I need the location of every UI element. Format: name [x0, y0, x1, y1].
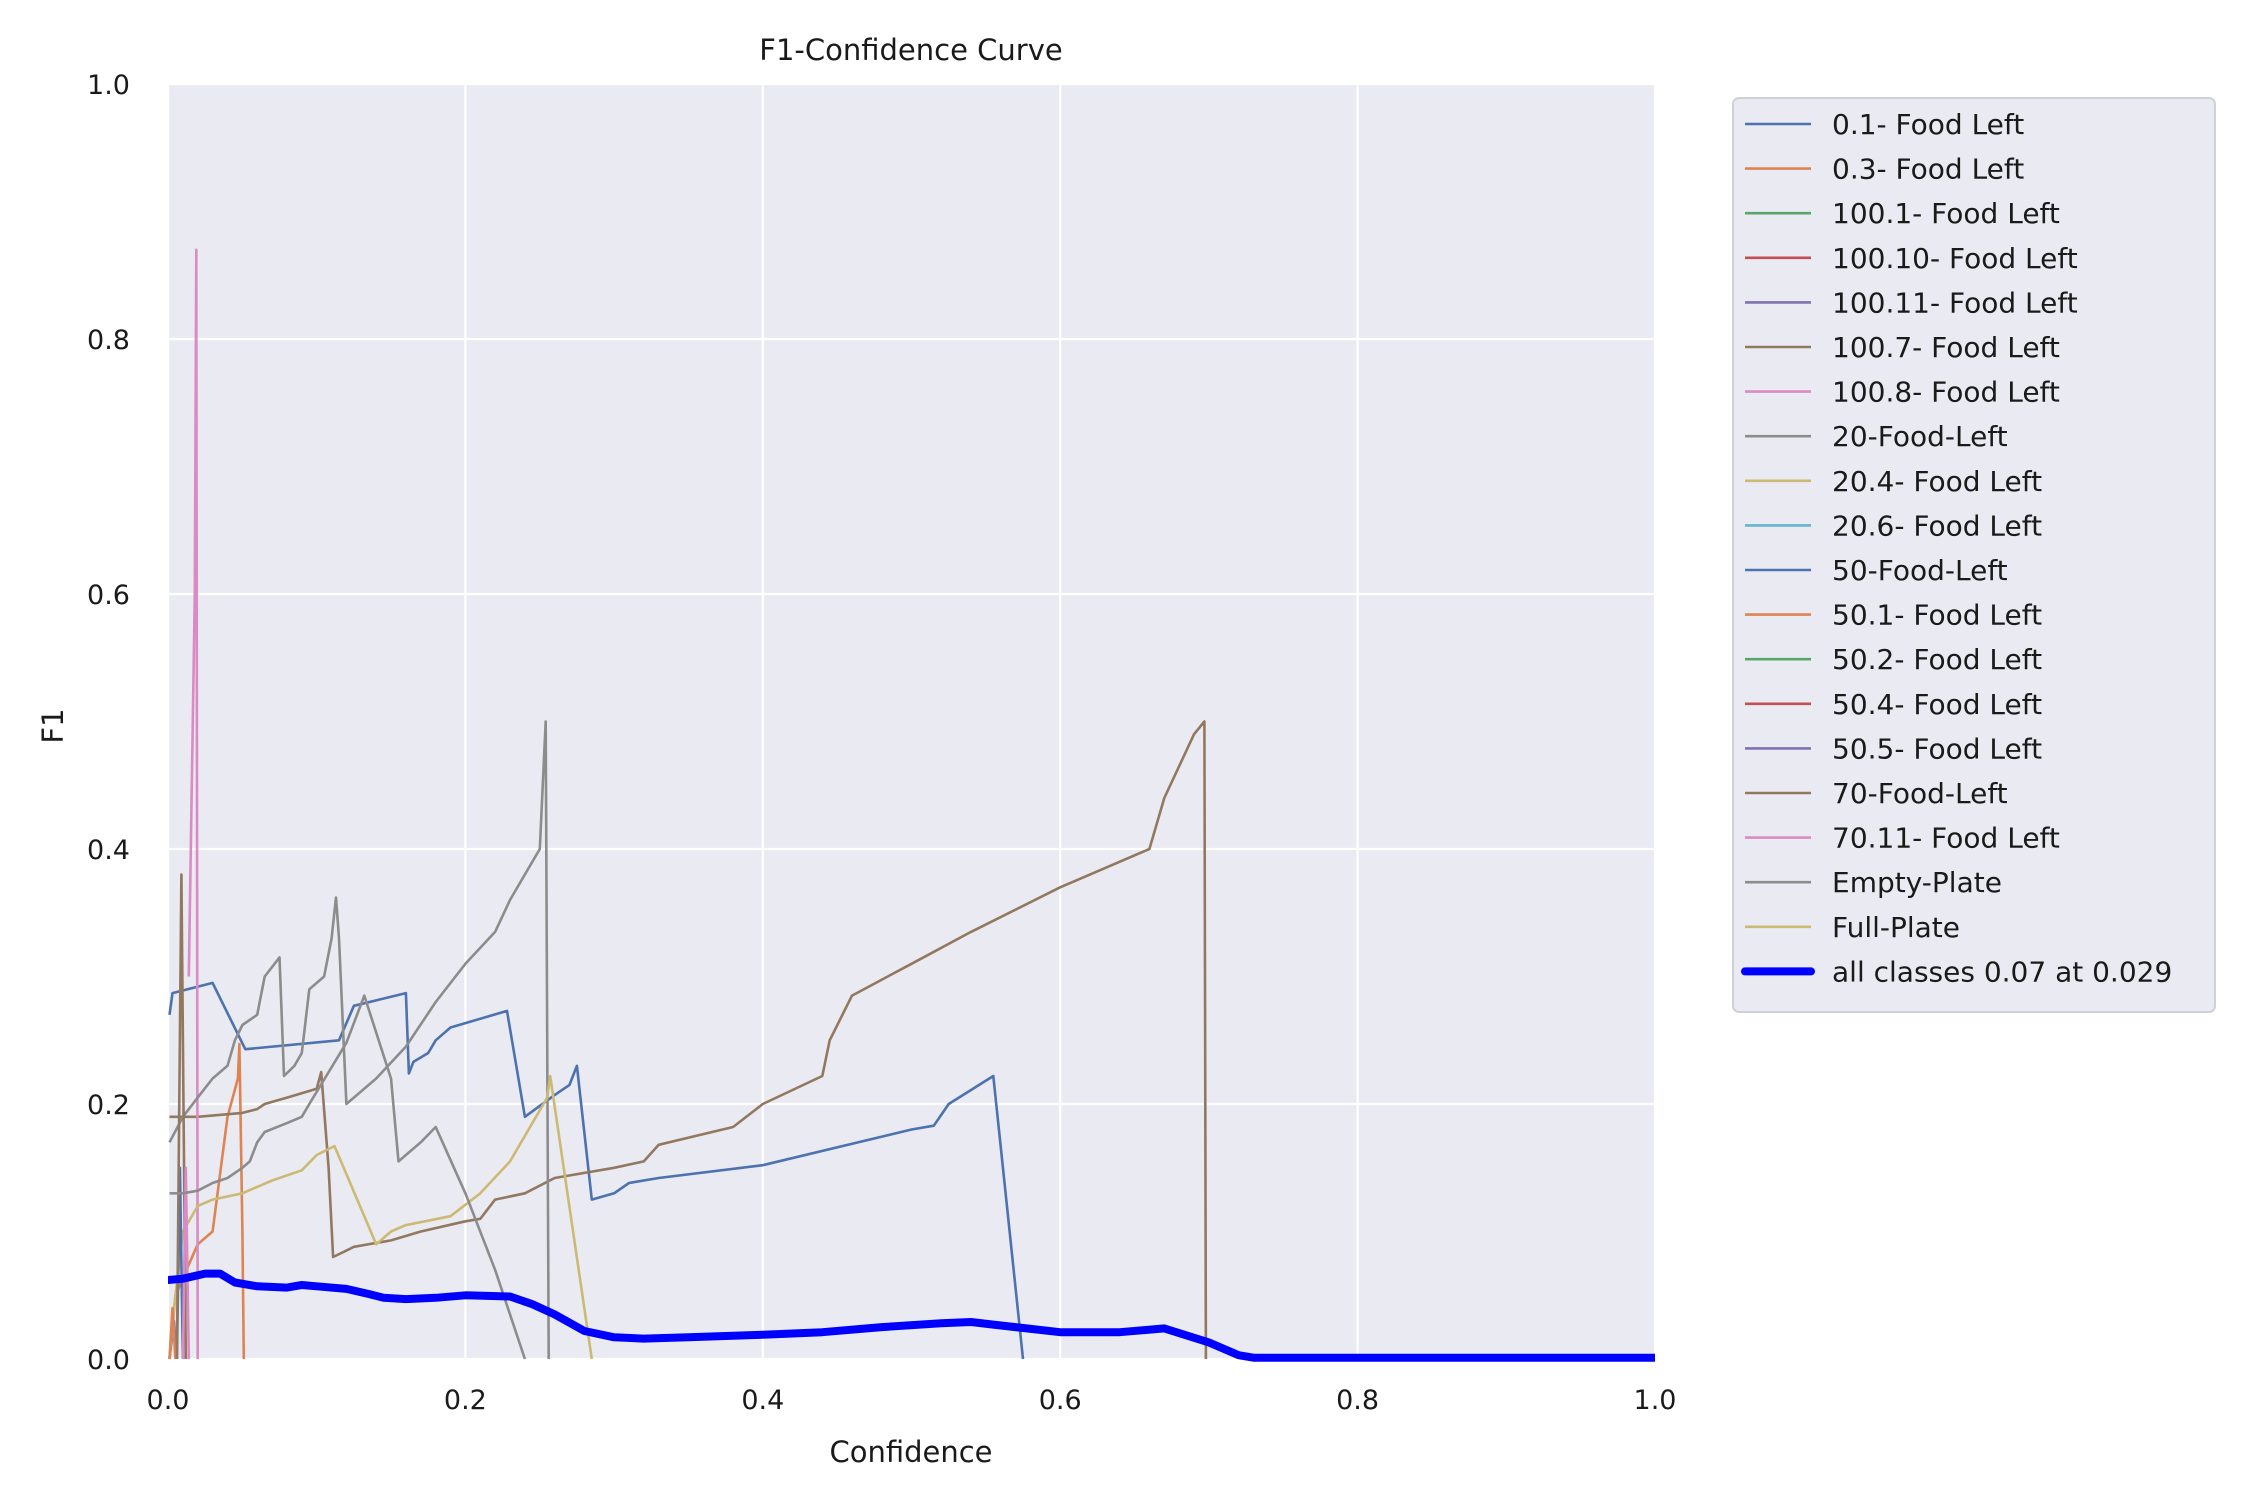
- legend-label: 20.4- Food Left: [1832, 465, 2042, 498]
- y-tick-label: 0.4: [87, 835, 130, 866]
- legend-label: 50-Food-Left: [1832, 554, 2008, 587]
- x-axis-label: Confidence: [829, 1435, 992, 1469]
- legend-label: all classes 0.07 at 0.029: [1832, 955, 2172, 988]
- legend-label: 100.8- Food Left: [1832, 376, 2060, 409]
- y-tick-label: 1.0: [87, 70, 130, 101]
- y-axis-label: F1: [36, 708, 70, 743]
- x-tick-label: 0.8: [1336, 1385, 1379, 1416]
- y-tick-label: 0.2: [87, 1090, 130, 1121]
- legend-label: Empty-Plate: [1832, 866, 2002, 899]
- series-line-7: [168, 720, 550, 1360]
- series-line-5: [169, 720, 1208, 1360]
- y-tick-label: 0.6: [87, 580, 130, 611]
- legend-label: 100.10- Food Left: [1832, 242, 2078, 275]
- series-lines: [168, 248, 1655, 1362]
- plot-area: [168, 84, 1655, 1359]
- legend-label: 0.3- Food Left: [1832, 153, 2024, 186]
- x-tick-label: 0.2: [444, 1385, 487, 1416]
- legend-label: 70-Food-Left: [1832, 777, 2008, 810]
- legend-label: 100.7- Food Left: [1832, 331, 2060, 364]
- legend-label: 50.1- Food Left: [1832, 599, 2042, 632]
- x-tick-label: 0.4: [741, 1385, 784, 1416]
- series-line-8: [168, 1074, 594, 1360]
- legend-box: [1732, 97, 2216, 1013]
- x-tick-label: 1.0: [1634, 1385, 1677, 1416]
- x-tick-label: 0.0: [147, 1385, 190, 1416]
- legend-label: 50.2- Food Left: [1832, 643, 2042, 676]
- legend: 0.1- Food Left 0.3- Food Left 100.1- Food …: [1732, 97, 2216, 1013]
- y-tick-label: 0.8: [87, 325, 130, 356]
- legend-label: 20-Food-Left: [1832, 420, 2008, 453]
- series-line-19: [168, 1269, 1655, 1362]
- x-tick-label: 0.6: [1039, 1385, 1082, 1416]
- legend-label: 70.11- Food Left: [1832, 822, 2060, 855]
- series-line-16: [181, 1166, 191, 1360]
- series-line-6: [187, 248, 199, 1360]
- legend-label: 100.11- Food Left: [1832, 286, 2078, 319]
- legend-label: 100.1- Food Left: [1832, 197, 2060, 230]
- legend-label: Full-Plate: [1832, 911, 1960, 944]
- legend-label: 20.6- Food Left: [1832, 509, 2042, 542]
- legend-label: 50.4- Food Left: [1832, 688, 2042, 721]
- legend-label: 50.5- Food Left: [1832, 732, 2042, 765]
- chart-title: F1-Confidence Curve: [759, 33, 1062, 67]
- y-tick-label: 0.0: [87, 1345, 130, 1376]
- series-line-17: [169, 994, 527, 1360]
- legend-label: 0.1- Food Left: [1832, 108, 2024, 141]
- series-line-11: [168, 1306, 177, 1360]
